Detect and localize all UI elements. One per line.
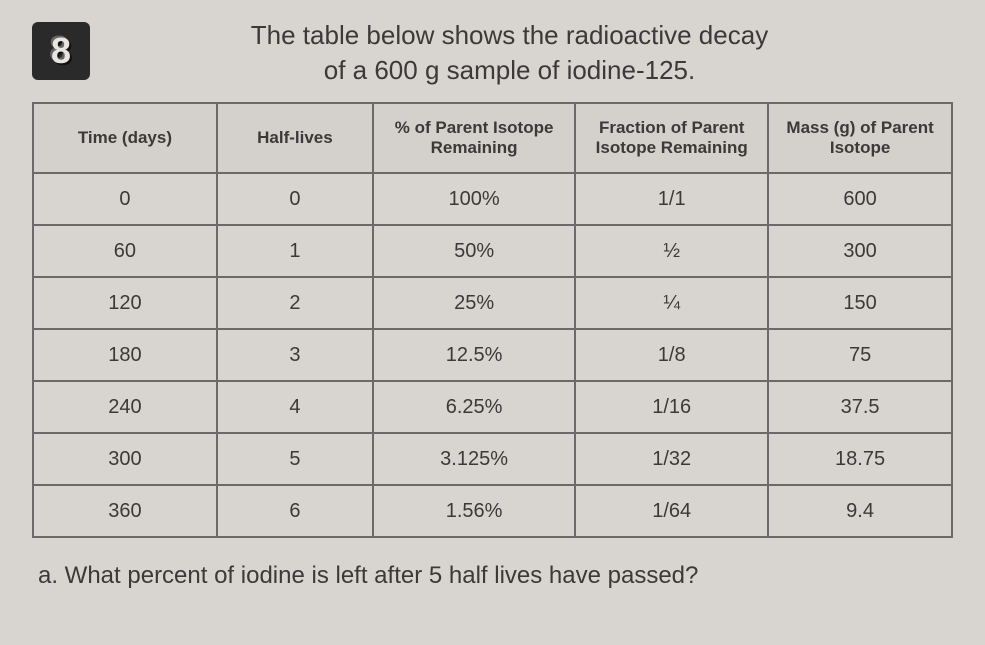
cell-fraction: ½ [575, 225, 768, 277]
decay-table: Time (days) Half-lives % of Parent Isoto… [32, 102, 953, 538]
cell-halflives: 0 [217, 173, 373, 225]
cell-halflives: 6 [217, 485, 373, 537]
cell-percent: 6.25% [373, 381, 575, 433]
cell-mass: 18.75 [768, 433, 952, 485]
table-row: 360 6 1.56% 1/64 9.4 [33, 485, 952, 537]
cell-percent: 12.5% [373, 329, 575, 381]
cell-halflives: 4 [217, 381, 373, 433]
table-row: 0 0 100% 1/1 600 [33, 173, 952, 225]
title-line-1: The table below shows the radioactive de… [126, 18, 893, 53]
table-header-row: Time (days) Half-lives % of Parent Isoto… [33, 103, 952, 173]
cell-fraction: ¼ [575, 277, 768, 329]
problem-number-badge: 8 [32, 22, 90, 80]
title-line-2: of a 600 g sample of iodine-125. [126, 53, 893, 88]
cell-mass: 37.5 [768, 381, 952, 433]
cell-percent: 3.125% [373, 433, 575, 485]
cell-percent: 100% [373, 173, 575, 225]
cell-time: 120 [33, 277, 217, 329]
problem-title: The table below shows the radioactive de… [126, 18, 953, 88]
table-row: 240 4 6.25% 1/16 37.5 [33, 381, 952, 433]
cell-mass: 600 [768, 173, 952, 225]
cell-mass: 75 [768, 329, 952, 381]
col-header-halflives: Half-lives [217, 103, 373, 173]
cell-fraction: 1/64 [575, 485, 768, 537]
cell-mass: 300 [768, 225, 952, 277]
cell-percent: 1.56% [373, 485, 575, 537]
table-body: 0 0 100% 1/1 600 60 1 50% ½ 300 120 2 25… [33, 173, 952, 537]
cell-fraction: 1/16 [575, 381, 768, 433]
table-row: 180 3 12.5% 1/8 75 [33, 329, 952, 381]
cell-time: 0 [33, 173, 217, 225]
question-text: a. What percent of iodine is left after … [32, 562, 953, 590]
cell-percent: 50% [373, 225, 575, 277]
cell-halflives: 1 [217, 225, 373, 277]
cell-mass: 150 [768, 277, 952, 329]
cell-halflives: 3 [217, 329, 373, 381]
table-row: 60 1 50% ½ 300 [33, 225, 952, 277]
cell-time: 300 [33, 433, 217, 485]
table-row: 300 5 3.125% 1/32 18.75 [33, 433, 952, 485]
cell-halflives: 2 [217, 277, 373, 329]
cell-time: 180 [33, 329, 217, 381]
cell-fraction: 1/1 [575, 173, 768, 225]
col-header-time: Time (days) [33, 103, 217, 173]
cell-time: 60 [33, 225, 217, 277]
cell-percent: 25% [373, 277, 575, 329]
cell-time: 360 [33, 485, 217, 537]
table-row: 120 2 25% ¼ 150 [33, 277, 952, 329]
cell-mass: 9.4 [768, 485, 952, 537]
cell-fraction: 1/32 [575, 433, 768, 485]
col-header-fraction: Fraction of Parent Isotope Remaining [575, 103, 768, 173]
col-header-percent: % of Parent Isotope Remaining [373, 103, 575, 173]
cell-halflives: 5 [217, 433, 373, 485]
cell-time: 240 [33, 381, 217, 433]
cell-fraction: 1/8 [575, 329, 768, 381]
col-header-mass: Mass (g) of Parent Isotope [768, 103, 952, 173]
